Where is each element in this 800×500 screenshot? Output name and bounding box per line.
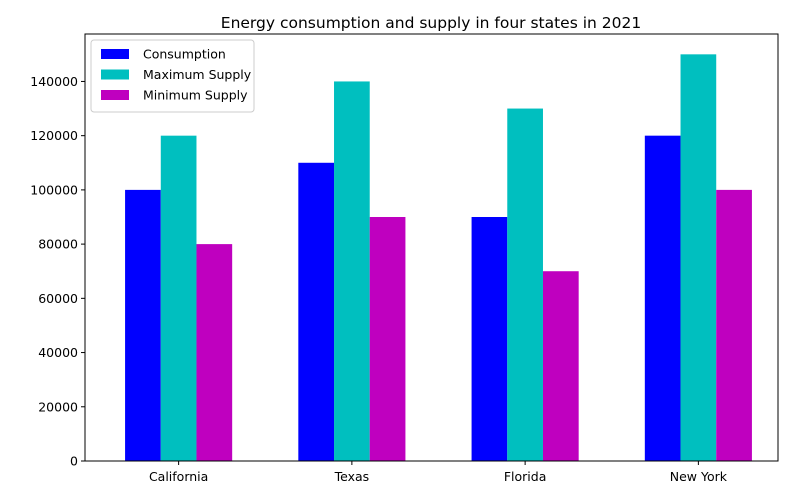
y-tick-label: 60000 bbox=[38, 291, 78, 306]
y-tick-label: 0 bbox=[70, 454, 78, 469]
bar-minimum-supply bbox=[369, 217, 406, 461]
y-tick-label: 20000 bbox=[38, 399, 78, 414]
legend-box bbox=[90, 39, 255, 113]
x-tick-label: Texas bbox=[334, 469, 370, 484]
bar-maximum-supply bbox=[680, 54, 717, 461]
y-tick-label: 100000 bbox=[30, 182, 78, 197]
chart-title: Energy consumption and supply in four st… bbox=[221, 14, 641, 32]
legend-label: Maximum Supply bbox=[143, 67, 252, 82]
plot-frame bbox=[84, 33, 779, 462]
bar-consumption bbox=[644, 135, 681, 461]
legend-swatch bbox=[101, 90, 129, 100]
y-tick-label: 40000 bbox=[38, 345, 78, 360]
bar-minimum-supply bbox=[716, 189, 752, 461]
legend-swatch bbox=[101, 69, 129, 80]
x-tick-label: California bbox=[149, 469, 208, 484]
bar-maximum-supply bbox=[334, 81, 370, 461]
legend-swatch bbox=[101, 49, 129, 59]
bar-minimum-supply bbox=[196, 244, 233, 461]
bar-consumption bbox=[471, 217, 508, 461]
bar-consumption bbox=[125, 189, 161, 461]
y-tick-label: 140000 bbox=[30, 74, 78, 89]
x-axis: California Texas Florida New York bbox=[149, 461, 728, 484]
x-tick-label: New York bbox=[670, 469, 728, 484]
bars bbox=[125, 54, 752, 462]
bar-consumption bbox=[298, 162, 335, 461]
legend: Consumption Maximum Supply Minimum Supply bbox=[90, 39, 255, 113]
x-tick-label: Florida bbox=[504, 469, 547, 484]
bar-maximum-supply bbox=[160, 135, 197, 461]
y-tick-label: 80000 bbox=[38, 237, 78, 252]
bar-maximum-supply bbox=[507, 108, 543, 462]
y-tick-label: 120000 bbox=[30, 128, 78, 143]
y-axis: 0 20000 40000 60000 80000 100000 120000 140000 bbox=[30, 74, 85, 469]
legend-label: Minimum Supply bbox=[143, 88, 248, 103]
legend-label: Consumption bbox=[143, 47, 226, 62]
bar-minimum-supply bbox=[542, 271, 579, 461]
